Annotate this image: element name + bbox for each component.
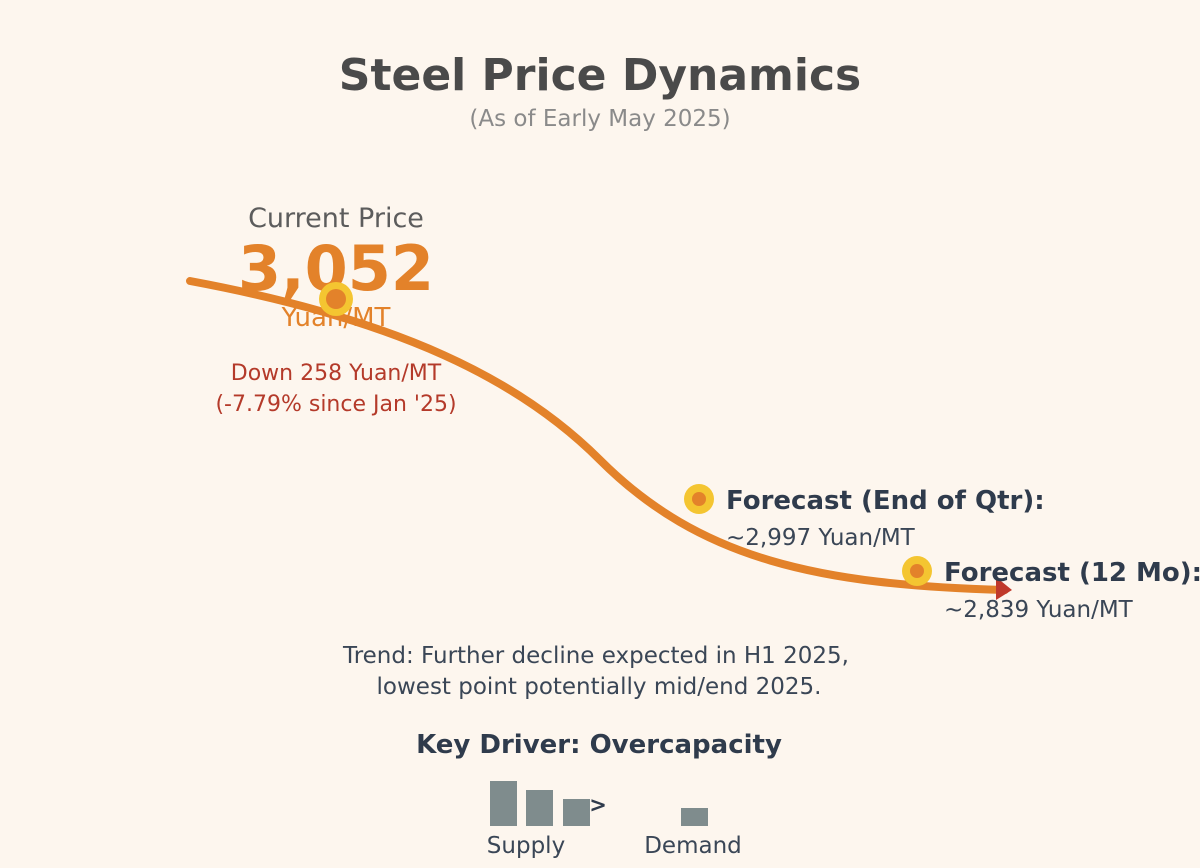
supply-bar — [526, 790, 553, 826]
page-title: Steel Price Dynamics — [339, 50, 862, 101]
price-change-amount: Down 258 Yuan/MT — [231, 361, 442, 386]
marker-forecast-qtr-dot — [692, 492, 706, 506]
marker-forecast-qtr — [684, 484, 714, 514]
page-subtitle: (As of Early May 2025) — [469, 106, 730, 132]
marker-forecast-12mo-dot — [910, 564, 924, 578]
marker-current — [319, 282, 353, 316]
trend-note-line1: Trend: Further decline expected in H1 20… — [342, 643, 849, 669]
current-price-label: Current Price — [248, 203, 424, 234]
forecast-qtr-value: ~2,997 Yuan/MT — [726, 525, 916, 551]
forecast-12mo-value: ~2,839 Yuan/MT — [944, 597, 1134, 623]
key-driver-title: Key Driver: Overcapacity — [416, 730, 782, 760]
supply-bar — [490, 781, 517, 826]
demand-label: Demand — [644, 833, 742, 859]
demand-bars — [681, 808, 708, 826]
marker-current-dot — [326, 289, 346, 309]
forecast-12mo-label: Forecast (12 Mo): — [944, 558, 1200, 588]
supply-bar — [563, 799, 590, 826]
trend-line — [186, 277, 1009, 594]
marker-forecast-12mo — [902, 556, 932, 586]
supply-bars — [490, 781, 590, 826]
trend-note-line2: lowest point potentially mid/end 2025. — [377, 674, 822, 700]
price-change-percent: (-7.79% since Jan '25) — [215, 392, 456, 417]
greater-than-symbol: > — [589, 793, 607, 817]
forecast-qtr-label: Forecast (End of Qtr): — [726, 486, 1045, 516]
trend-arrow-head — [996, 577, 1012, 600]
supply-label: Supply — [487, 833, 565, 859]
demand-bar — [681, 808, 708, 826]
